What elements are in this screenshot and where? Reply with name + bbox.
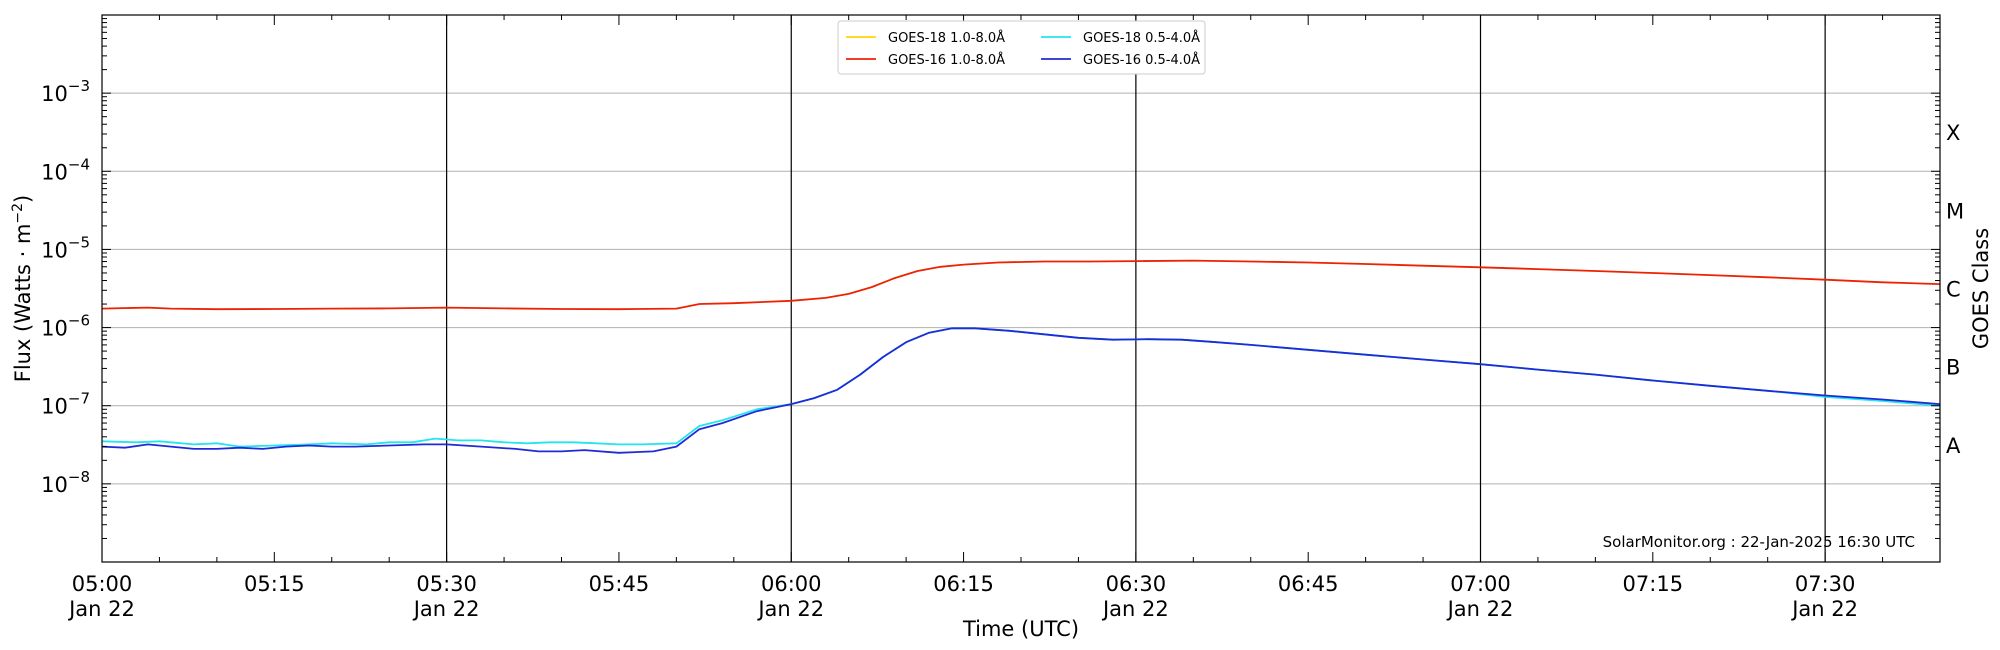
y-tick-exponent: −5 [68, 233, 90, 251]
goes-class-label: B [1946, 356, 1960, 380]
y-axis-title-main: Flux (Watts · m [11, 224, 35, 383]
x-tick-label: 06:15 [933, 572, 994, 596]
goes-class-label: C [1946, 278, 1961, 302]
x-tick-date-label: Jan 22 [67, 597, 135, 621]
x-tick-label: 06:30 [1106, 572, 1167, 596]
y-tick-exponent: −4 [68, 155, 90, 173]
tick-layer [101, 15, 1941, 562]
x-tick-date-label: Jan 22 [756, 597, 824, 621]
plot-frame [101, 14, 1941, 563]
y-tick-label: 10−6 [41, 312, 90, 341]
series-line [101, 259, 1941, 311]
y-tick-base: 10 [41, 317, 68, 341]
x-tick-label: 07:00 [1450, 572, 1511, 596]
y-tick-base: 10 [41, 160, 68, 184]
y-axis-title-sup: −2 [10, 203, 26, 224]
legend-label: GOES-18 1.0-8.0Å [888, 30, 1005, 46]
y-tick-label: 10−5 [41, 233, 90, 262]
x-tick-label: 05:45 [589, 572, 650, 596]
x-tick-date-label: Jan 22 [1101, 597, 1169, 621]
x-tick-date-label: Jan 22 [412, 597, 480, 621]
y-tick-label: 10−4 [41, 155, 90, 184]
x-tick-label: 05:00 [72, 572, 133, 596]
grid-layer [102, 92, 1940, 485]
x-tick-date-label: Jan 22 [1446, 597, 1514, 621]
day-marker-lines [446, 15, 1826, 562]
legend-label: GOES-16 0.5-4.0Å [1083, 52, 1200, 68]
series-line [101, 327, 1941, 454]
x-axis-title: Time (UTC) [962, 617, 1079, 641]
y-tick-base: 10 [41, 473, 68, 497]
series-layer [101, 259, 1941, 454]
credit-text: SolarMonitor.org : 22-Jan-2025 16:30 UTC [1603, 533, 1915, 551]
y-tick-base: 10 [41, 82, 68, 106]
y-axis-title-close: ) [11, 195, 35, 203]
legend-items: GOES-18 1.0-8.0Å GOES-16 1.0-8.0Å GOES-18 … [846, 30, 1200, 68]
x-tick-label: 06:45 [1278, 572, 1339, 596]
y-tick-exponent: −6 [68, 312, 90, 330]
goes-class-label: A [1946, 434, 1961, 458]
series-line [101, 327, 1941, 448]
legend: GOES-18 1.0-8.0Å GOES-16 1.0-8.0Å GOES-18 … [837, 20, 1206, 75]
goes-class-axis-title: GOES Class [1969, 228, 1993, 349]
y-axis-title: Flux (Watts · m−2) [10, 195, 35, 383]
y-tick-exponent: −8 [68, 468, 90, 486]
y-tick-label: 10−7 [41, 390, 90, 419]
y-tick-exponent: −7 [68, 390, 90, 408]
goes-class-label: X [1946, 121, 1960, 145]
x-tick-label: 05:15 [244, 572, 305, 596]
x-tick-label: 07:15 [1623, 572, 1684, 596]
x-tick-label: 05:30 [416, 572, 477, 596]
y-tick-exponent: −3 [68, 77, 90, 95]
x-tick-date-label: Jan 22 [1790, 597, 1858, 621]
goes-class-label: M [1946, 199, 1964, 223]
y-tick-label: 10−8 [41, 468, 90, 497]
y-tick-label: 10−3 [41, 77, 90, 106]
legend-label: GOES-16 1.0-8.0Å [888, 52, 1005, 68]
legend-box [837, 20, 1206, 75]
x-tick-label: 07:30 [1795, 572, 1856, 596]
x-tick-label: 06:00 [761, 572, 822, 596]
legend-label: GOES-18 0.5-4.0Å [1083, 30, 1200, 46]
y-tick-base: 10 [41, 395, 68, 419]
y-tick-base: 10 [41, 238, 68, 262]
